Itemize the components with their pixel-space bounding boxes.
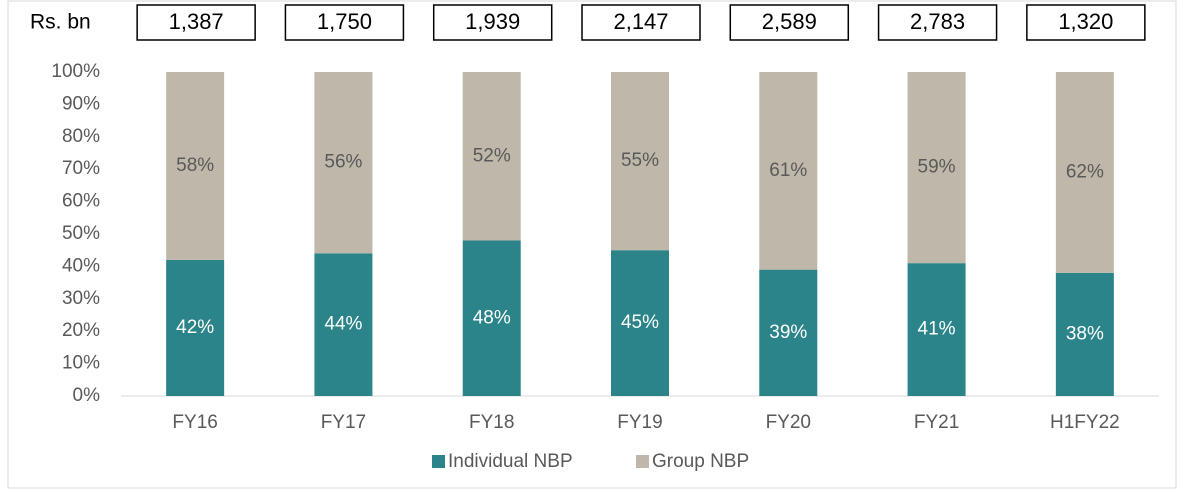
x-tick-label: FY16 [172, 412, 217, 433]
y-tick-label: 90% [62, 93, 100, 114]
total-label: 1,387 [169, 9, 224, 34]
total-label: 1,939 [465, 9, 520, 34]
bar-segment [462, 72, 521, 241]
x-tick-label: FY18 [469, 412, 514, 433]
data-label: 56% [324, 152, 362, 173]
data-label: 62% [1066, 161, 1104, 182]
x-tick-label: FY17 [321, 412, 366, 433]
bar-segment [611, 72, 669, 251]
y-tick-label: 60% [62, 191, 100, 212]
bar-segment [462, 240, 521, 396]
data-label: 39% [769, 322, 807, 343]
y-tick-label: 100% [51, 61, 100, 82]
y-tick-label: 20% [62, 320, 100, 341]
bar-segment [759, 72, 818, 270]
bar-segment [759, 269, 818, 396]
total-box [1026, 4, 1146, 41]
legend-label: Individual NBP [448, 451, 573, 472]
x-tick-label: H1FY22 [1050, 412, 1120, 433]
data-label: 58% [176, 155, 214, 176]
data-label: 48% [473, 307, 511, 328]
bar-segment [907, 72, 966, 264]
bar-segment [907, 263, 966, 396]
total-box [877, 4, 998, 41]
total-box [432, 4, 553, 41]
data-label: 61% [769, 160, 807, 181]
x-tick-label: FY20 [766, 412, 811, 433]
data-label: 42% [176, 317, 214, 338]
y-tick-label: 50% [62, 223, 100, 244]
y-tick-label: 40% [62, 255, 100, 276]
legend-swatch [636, 455, 649, 468]
y-tick-label: 30% [62, 288, 100, 309]
data-label: 59% [918, 157, 956, 178]
bar-segment [314, 253, 373, 396]
total-label: 2,589 [762, 9, 817, 34]
legend-label: Group NBP [652, 451, 749, 472]
bar-segment [611, 250, 669, 396]
total-box [136, 4, 256, 41]
bar-segment [166, 72, 225, 260]
data-label: 55% [621, 150, 659, 171]
total-label: 2,783 [910, 9, 965, 34]
total-box [729, 4, 850, 41]
y-tick-label: 80% [62, 126, 100, 147]
data-label: 44% [324, 314, 362, 335]
x-tick-label: FY19 [617, 412, 662, 433]
data-label: 41% [918, 319, 956, 340]
total-label: 1,750 [317, 9, 372, 34]
y-tick-label: 70% [62, 158, 100, 179]
total-label: 1,320 [1058, 9, 1113, 34]
total-box [284, 4, 405, 41]
y-tick-label: 10% [62, 353, 100, 374]
bar-segment [1055, 272, 1114, 396]
bar-segment [166, 259, 225, 396]
data-label: 52% [473, 145, 511, 166]
bar-segment [1055, 72, 1114, 273]
total-box [581, 4, 701, 41]
legend-swatch [432, 455, 445, 468]
data-label: 45% [621, 312, 659, 333]
bar-segment [314, 72, 373, 254]
x-tick-label: FY21 [914, 412, 959, 433]
data-label: 38% [1066, 323, 1104, 344]
total-label: 2,147 [613, 9, 668, 34]
unit-label: Rs. bn [30, 11, 91, 34]
y-tick-label: 0% [73, 385, 101, 406]
